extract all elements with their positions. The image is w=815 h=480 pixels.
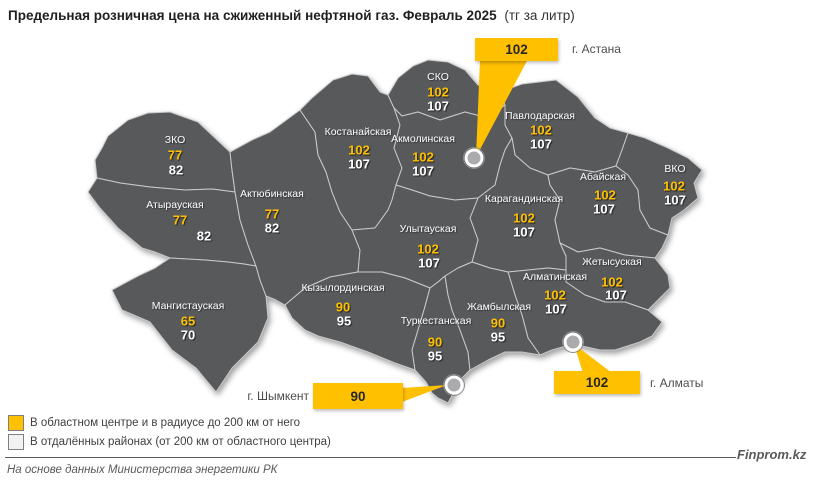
region-shape-atyrau xyxy=(87,177,257,267)
brand-logo: Finprom.kz xyxy=(737,447,807,462)
legend-label-center: В областном центре и в радиусе до 200 км… xyxy=(30,416,301,429)
legend-item-remote: В отдалённых районах (от 200 км от облас… xyxy=(8,433,331,450)
source-note: На основе данных Министерства энергетики… xyxy=(7,464,278,476)
legend: В областном центре и в радиусе до 200 км… xyxy=(8,414,331,453)
city-marker-astana xyxy=(464,148,484,168)
city-marker-almaty xyxy=(563,332,583,352)
city-marker-ring-almaty xyxy=(562,331,584,353)
footer-divider xyxy=(5,457,736,458)
city-callout-pointer-almaty xyxy=(574,344,612,373)
title-unit: (тг за литр) xyxy=(504,8,575,23)
page-title: Предельная розничная цена на сжиженный н… xyxy=(8,8,575,23)
region-shape-kyzylorda xyxy=(284,271,431,371)
legend-swatch-center-icon xyxy=(8,414,24,431)
region-shape-vko xyxy=(615,132,703,236)
region-shape-zko xyxy=(94,111,236,193)
city-callout-pointer-shymkent xyxy=(402,385,447,402)
region-shape-mangystau xyxy=(111,257,269,393)
city-marker-ring-astana xyxy=(463,147,485,169)
legend-label-remote: В отдалённых районах (от 200 км от облас… xyxy=(30,435,331,448)
legend-item-center: В областном центре и в радиусе до 200 км… xyxy=(8,414,331,431)
title-text: Предельная розничная цена на сжиженный н… xyxy=(8,8,497,23)
city-marker-shymkent xyxy=(444,375,464,395)
legend-swatch-remote-icon xyxy=(8,433,24,450)
city-marker-ring-shymkent xyxy=(443,374,465,396)
region-shape-zhambyl xyxy=(444,261,541,371)
city-callout-pointer-astana xyxy=(476,59,528,157)
